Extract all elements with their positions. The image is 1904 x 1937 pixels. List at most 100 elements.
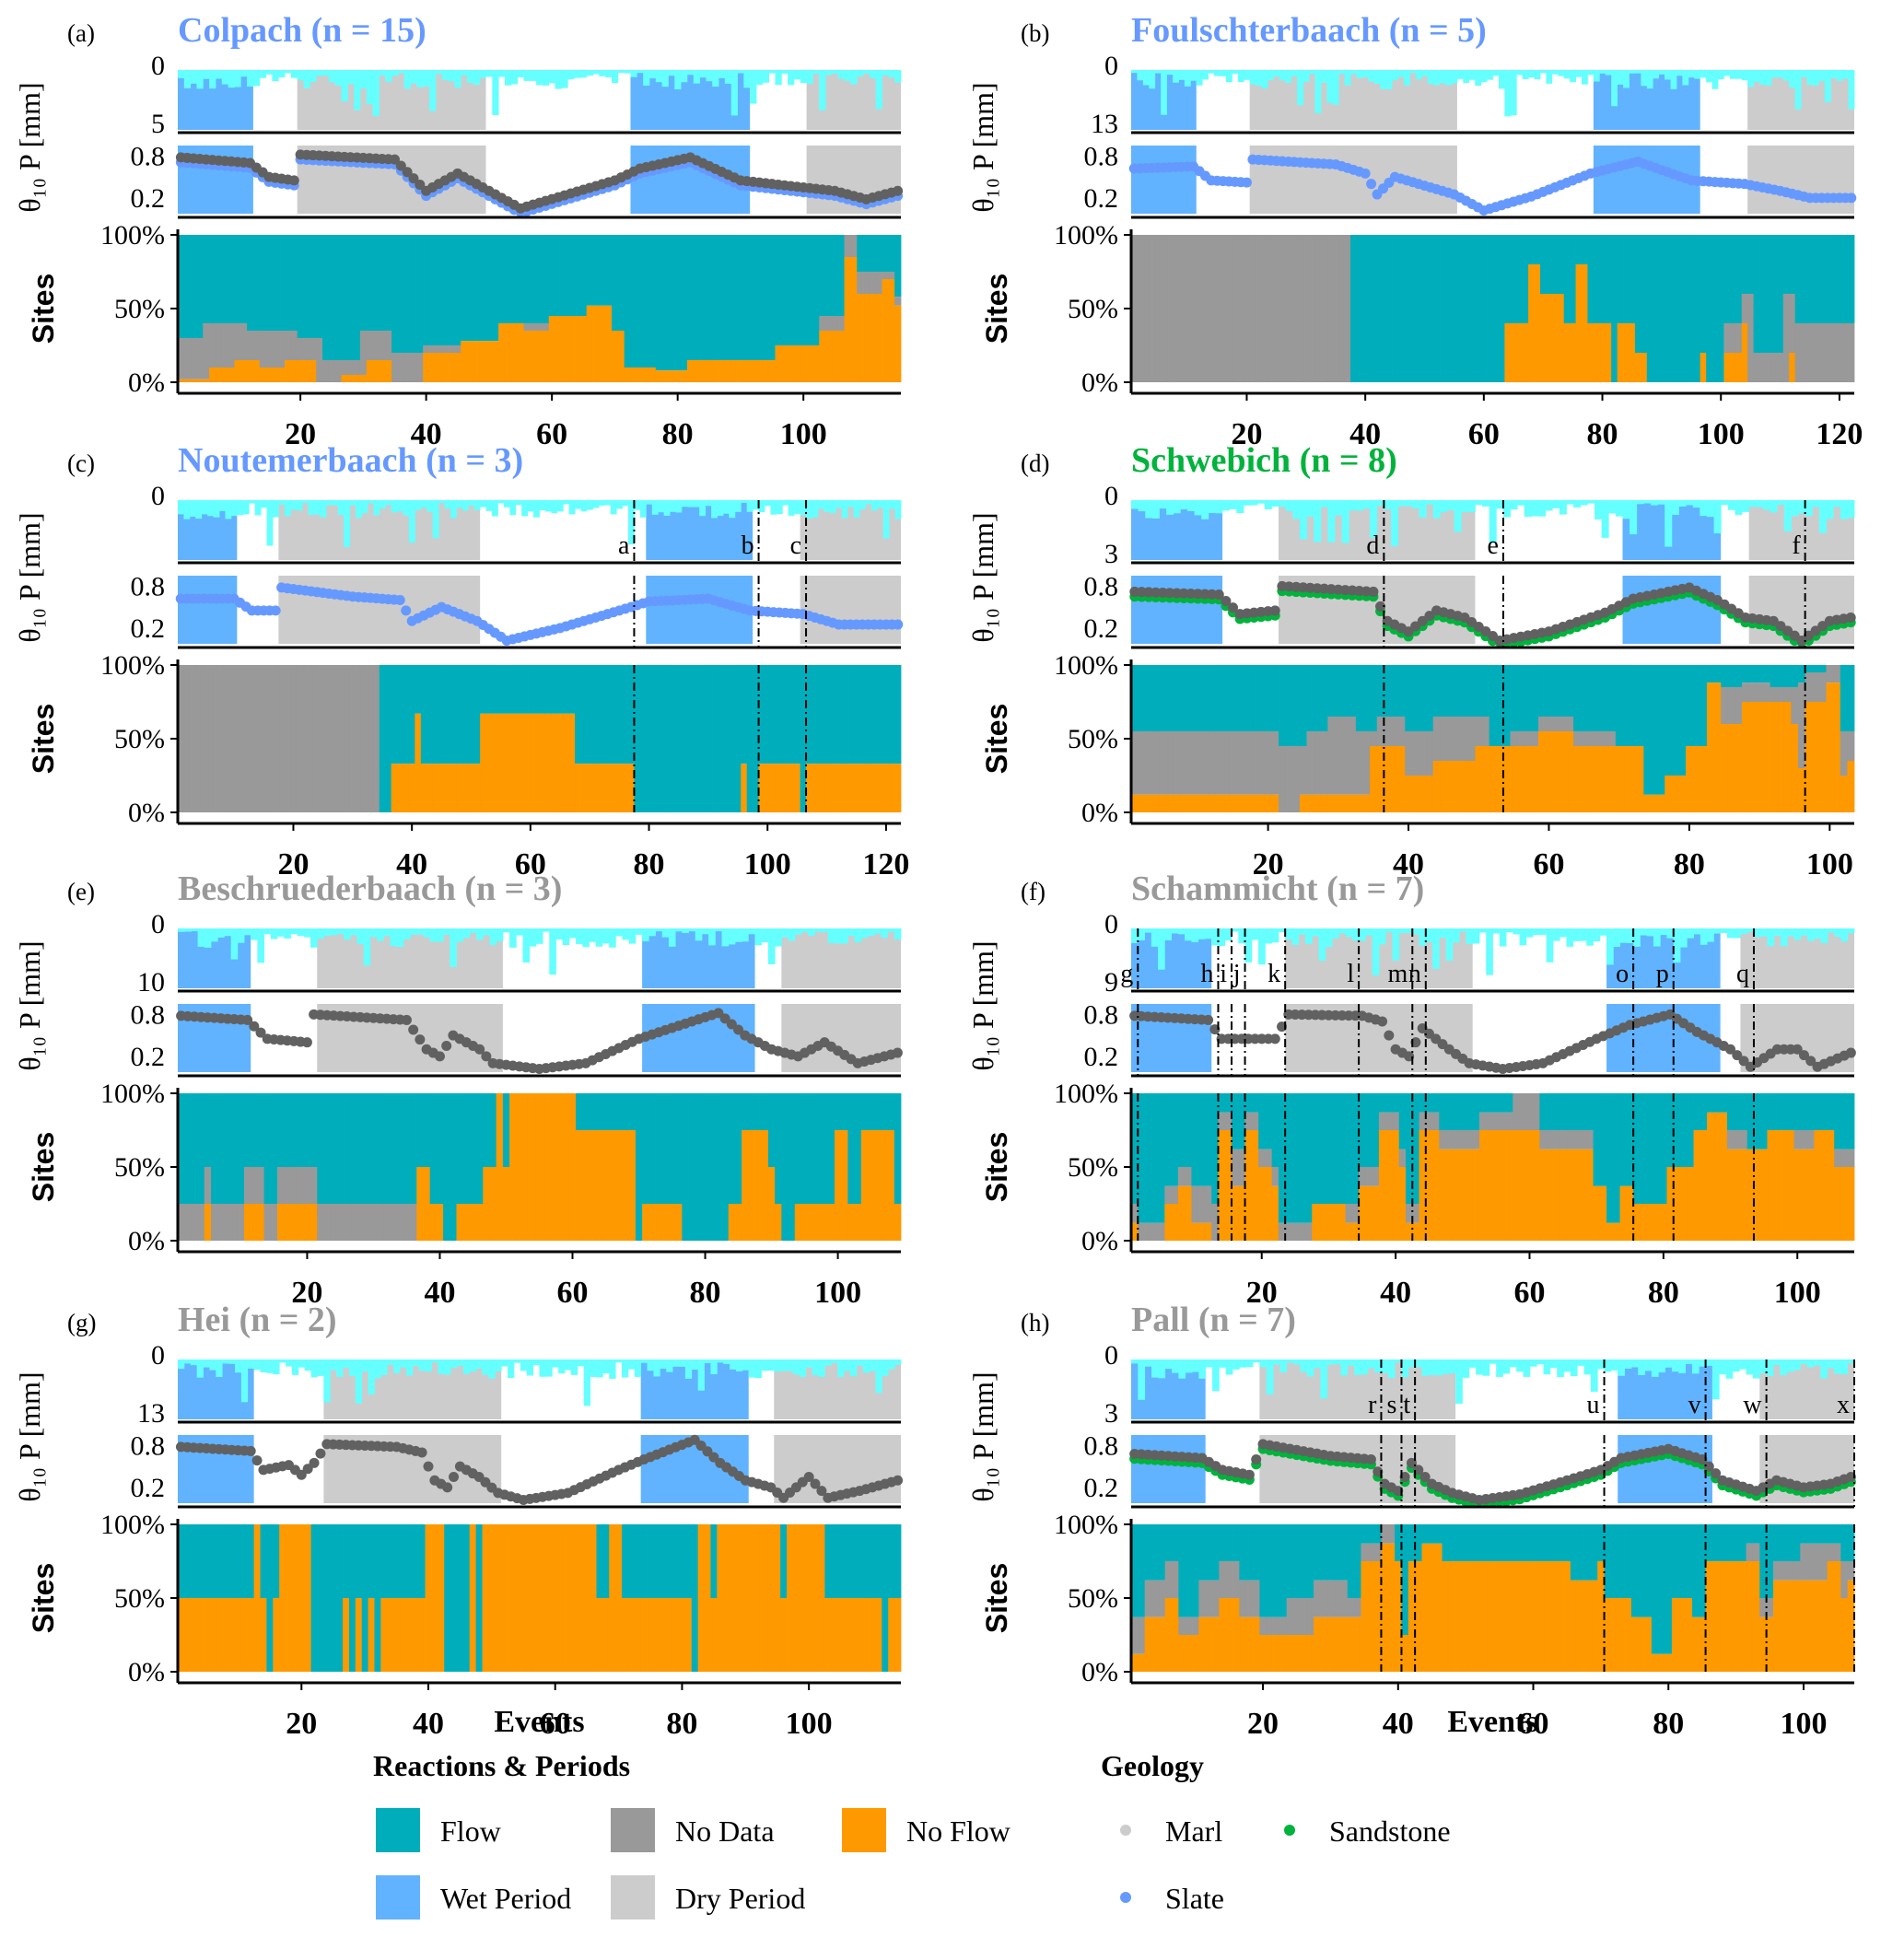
noflow-bar — [1482, 746, 1490, 812]
precip-bar — [496, 928, 504, 942]
noflow-bar — [1468, 1561, 1477, 1672]
precip-bar — [870, 500, 878, 511]
flow-bar — [1536, 1524, 1544, 1561]
nodata-bar — [322, 360, 330, 382]
noflow-bar — [686, 360, 695, 382]
noflow-bar — [814, 1204, 822, 1241]
nodata-bar — [1467, 717, 1476, 761]
nodata-bar — [320, 665, 327, 812]
flow-bar — [1678, 665, 1687, 776]
theta-point-marl — [726, 1019, 737, 1030]
flow-bar — [1291, 1093, 1300, 1223]
precip-bar — [521, 500, 529, 517]
noflow-bar — [647, 1598, 654, 1672]
precip-bar — [567, 70, 575, 80]
noflow-bar — [1582, 264, 1588, 382]
precip-bar — [539, 1359, 546, 1377]
theta-point-marl — [1845, 612, 1856, 623]
noflow-bar — [1349, 794, 1357, 812]
nodata-bar — [1202, 235, 1209, 382]
flow-bar — [686, 235, 695, 360]
noflow-bar — [1713, 1112, 1722, 1241]
noflow-bar — [1608, 746, 1617, 812]
precip-bar — [774, 1359, 781, 1372]
noflow-bar — [1707, 1112, 1714, 1241]
precip-bar — [343, 1359, 350, 1368]
noflow-bar — [216, 1598, 223, 1672]
flow-bar — [1741, 235, 1748, 294]
precip-bar — [1489, 1359, 1497, 1364]
flow-bar — [1335, 665, 1343, 717]
flow-bar — [1212, 1524, 1220, 1581]
noflow-bar — [1557, 1561, 1564, 1672]
sites-tick-label: 0% — [128, 1226, 165, 1256]
precip-bar — [1293, 1359, 1301, 1365]
noflow-bar — [630, 368, 637, 382]
nodata-bar — [1265, 1149, 1273, 1167]
noflow-bar — [570, 1524, 578, 1672]
noflow-bar — [1590, 1580, 1598, 1672]
noflow-bar — [697, 1524, 705, 1672]
precip-bar — [616, 500, 623, 509]
noflow-bar — [291, 1524, 299, 1672]
precip-bar — [203, 70, 210, 79]
flow-bar — [1151, 1093, 1159, 1223]
noflow-bar — [418, 1598, 426, 1672]
noflow-bar — [1734, 1149, 1741, 1241]
noflow-bar — [750, 360, 757, 382]
flow-bar — [1666, 1093, 1675, 1167]
flow-bar — [761, 1093, 769, 1130]
flow-bar — [661, 1093, 670, 1204]
precip-bar — [1192, 1359, 1199, 1372]
precip-bar — [646, 500, 653, 505]
flow-bar — [1766, 1524, 1774, 1598]
precip-bar — [1239, 1359, 1247, 1368]
noflow-bar — [1651, 1653, 1659, 1672]
flow-bar — [548, 235, 555, 316]
precip-bar — [869, 1359, 876, 1371]
precip-bar — [1259, 1359, 1267, 1368]
nodata-bar — [237, 1204, 245, 1241]
x-tick-label: 20 — [285, 417, 316, 451]
noflow-bar — [1173, 794, 1181, 812]
precip-bar — [516, 928, 523, 936]
noflow-bar — [503, 713, 510, 812]
nodata-bar — [1138, 731, 1146, 795]
noflow-bar — [668, 1204, 676, 1241]
flow-bar — [647, 1524, 654, 1598]
noflow-bar — [1131, 1222, 1139, 1241]
theta-point-marl — [1269, 1033, 1280, 1044]
precip-bar — [1770, 70, 1778, 78]
dry-period-band — [800, 576, 901, 644]
precip-subplot: 013 — [1091, 51, 1855, 139]
noflow-bar — [1178, 1635, 1186, 1672]
precip-bar — [1759, 1359, 1768, 1373]
theta-point-marl — [1725, 1044, 1736, 1055]
theta-tick-02: 0.2 — [1084, 1473, 1119, 1503]
flow-bar — [1671, 1524, 1679, 1598]
nodata-bar — [1158, 1222, 1165, 1241]
noflow-bar — [1583, 1580, 1592, 1672]
flow-bar — [1191, 1093, 1199, 1186]
noflow-bar — [776, 764, 783, 812]
precip-bar — [568, 928, 577, 939]
flow-bar — [544, 665, 552, 714]
flow-bar — [1452, 1093, 1460, 1130]
noflow-bar — [1314, 794, 1322, 812]
precip-bar — [183, 500, 191, 519]
flow-bar — [322, 235, 330, 360]
flow-bar — [1332, 1093, 1339, 1204]
noflow-bar — [1726, 1149, 1735, 1241]
flow-bar — [504, 235, 512, 323]
precip-bar — [869, 70, 877, 78]
noflow-bar — [501, 1524, 508, 1672]
nodata-bar — [1326, 235, 1334, 382]
noflow-bar — [821, 1204, 829, 1241]
noflow-bar — [1691, 1616, 1700, 1672]
flow-bar — [841, 1093, 848, 1130]
legend-label-sandstone: Sandstone — [1329, 1814, 1451, 1848]
flow-bar — [1151, 665, 1160, 731]
noflow-bar — [1613, 1222, 1621, 1241]
